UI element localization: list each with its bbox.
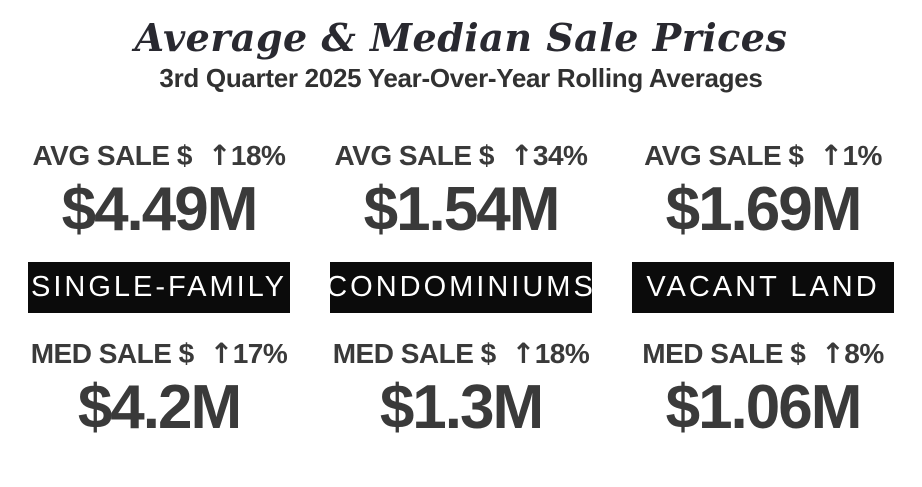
page-title: Average & Median Sale Prices — [134, 15, 788, 60]
avg-sale-change-pct: 1% — [842, 139, 882, 171]
med-sale-change-pct: 8% — [844, 337, 884, 369]
column-condominiums: AVG SALE $ ↑ 34% $1.54M CONDOMINIUMS MED … — [326, 138, 593, 442]
avg-sale-row: AVG SALE $ ↑ 18% — [32, 138, 286, 172]
page-subtitle: 3rd Quarter 2025 Year-Over-Year Rolling … — [159, 62, 763, 93]
med-sale-row: MED SALE $ ↑ 8% — [642, 336, 884, 370]
med-sale-label: MED SALE $ — [642, 337, 806, 369]
category-banner: SINGLE-FAMILY — [28, 261, 290, 313]
arrow-up-icon: ↑ — [207, 138, 231, 172]
arrow-up-icon: ↑ — [819, 138, 843, 172]
category-banner-label: CONDOMINIUMS — [326, 270, 596, 303]
stats-grid: AVG SALE $ ↑ 18% $4.49M SINGLE-FAMILY MED… — [0, 138, 922, 442]
header: Average & Median Sale Prices 3rd Quarter… — [0, 0, 922, 94]
category-banner: CONDOMINIUMS — [326, 261, 593, 313]
avg-sale-label: AVG SALE $ — [644, 139, 804, 171]
avg-sale-change-pct: 34% — [532, 139, 588, 171]
avg-sale-row: AVG SALE $ ↑ 34% — [334, 138, 588, 172]
med-sale-row: MED SALE $ ↑ 17% — [30, 336, 288, 370]
avg-sale-label: AVG SALE $ — [334, 139, 495, 171]
avg-sale-value: $1.54M — [363, 174, 561, 244]
med-sale-change-pct: 17% — [232, 337, 288, 369]
column-single-family: AVG SALE $ ↑ 18% $4.49M SINGLE-FAMILY MED… — [28, 138, 290, 442]
avg-sale-label: AVG SALE $ — [32, 139, 193, 171]
med-sale-change: ↑ 17% — [209, 336, 288, 370]
column-vacant-land: AVG SALE $ ↑ 1% $1.69M VACANT LAND MED SA… — [632, 138, 894, 442]
med-sale-change: ↑ 18% — [511, 336, 590, 370]
category-banner-label: SINGLE-FAMILY — [30, 270, 288, 303]
avg-sale-row: AVG SALE $ ↑ 1% — [644, 138, 882, 172]
avg-sale-value: $1.69M — [665, 174, 863, 244]
arrow-up-icon: ↑ — [209, 336, 233, 370]
arrow-up-icon: ↑ — [509, 138, 533, 172]
arrow-up-icon: ↑ — [821, 336, 845, 370]
med-sale-value: $1.3M — [379, 372, 544, 442]
med-sale-row: MED SALE $ ↑ 18% — [332, 336, 590, 370]
med-sale-value: $4.2M — [77, 372, 242, 442]
med-sale-label: MED SALE $ — [30, 337, 195, 369]
arrow-up-icon: ↑ — [511, 336, 535, 370]
category-banner: VACANT LAND — [632, 261, 894, 313]
avg-sale-change: ↑ 18% — [207, 138, 286, 172]
med-sale-change: ↑ 8% — [821, 336, 884, 370]
med-sale-value: $1.06M — [665, 372, 863, 442]
avg-sale-change: ↑ 34% — [509, 138, 588, 172]
avg-sale-change-pct: 18% — [230, 139, 286, 171]
category-banner-label: VACANT LAND — [646, 270, 880, 303]
med-sale-change-pct: 18% — [534, 337, 590, 369]
avg-sale-value: $4.49M — [61, 174, 259, 244]
med-sale-label: MED SALE $ — [332, 337, 497, 369]
avg-sale-change: ↑ 1% — [819, 138, 882, 172]
